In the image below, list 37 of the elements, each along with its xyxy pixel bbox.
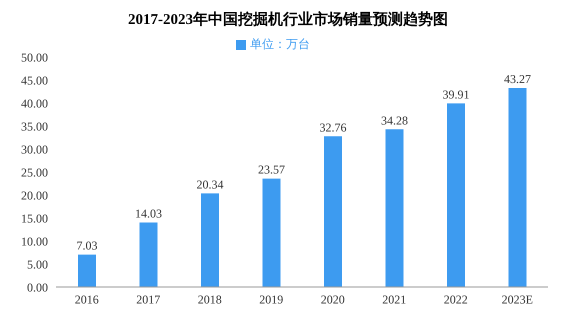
x-tick-label: 2021	[382, 292, 406, 307]
x-tick-label: 2018	[198, 292, 222, 307]
y-tick-label: 35.00	[21, 119, 48, 134]
y-tick-label: 25.00	[21, 165, 48, 180]
data-label: 23.57	[258, 162, 285, 177]
x-tick-label: 2016	[74, 292, 99, 307]
bar	[262, 178, 280, 287]
bar	[324, 136, 342, 287]
y-tick-label: 20.00	[21, 188, 48, 202]
data-label: 43.27	[504, 72, 531, 86]
bar	[201, 193, 219, 287]
x-tick-label: 2023E	[502, 292, 533, 307]
bar	[447, 103, 465, 287]
chart-title: 2017-2023年中国挖掘机行业市场销量预测趋势图	[127, 10, 449, 30]
bar	[78, 254, 96, 287]
bar	[140, 222, 158, 287]
legend-label: 单位：万台	[250, 37, 310, 51]
x-tick-label: 2019	[259, 292, 284, 307]
bar	[386, 129, 404, 287]
data-label: 34.28	[381, 113, 408, 128]
y-tick-label: 30.00	[21, 142, 48, 156]
data-label: 14.03	[135, 206, 162, 220]
data-label: 32.76	[320, 120, 346, 134]
x-tick-label: 2020	[320, 292, 345, 307]
y-tick-label: 50.00	[21, 50, 48, 64]
y-tick-label: 15.00	[21, 211, 48, 226]
data-label: 7.03	[76, 238, 98, 253]
x-tick-label: 2017	[136, 292, 160, 307]
data-label: 39.91	[442, 87, 470, 102]
y-tick-label: 5.00	[27, 257, 48, 272]
y-tick-label: 10.00	[21, 234, 48, 248]
x-tick-label: 2022	[444, 292, 468, 307]
y-tick-label: 40.00	[21, 96, 48, 110]
y-tick-label: 45.00	[21, 73, 48, 88]
bar	[508, 88, 526, 287]
data-label: 20.34	[196, 177, 224, 192]
y-tick-label: 0.00	[27, 280, 48, 294]
